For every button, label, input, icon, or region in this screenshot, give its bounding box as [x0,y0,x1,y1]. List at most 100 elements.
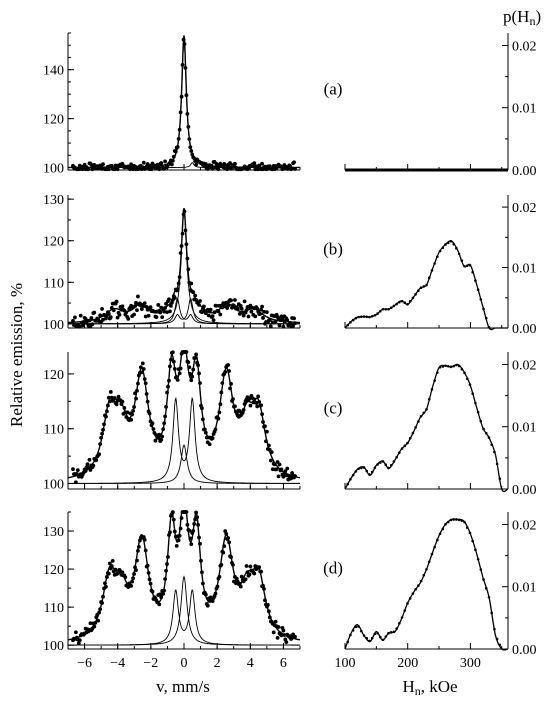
data-point [293,321,297,326]
data-point [187,137,192,142]
distribution-point [381,638,385,642]
data-point [189,378,194,383]
data-point [101,317,105,322]
data-point [254,164,259,169]
data-point [274,467,279,472]
distribution-point [495,462,499,466]
data-point [178,366,183,371]
distribution-point [449,518,453,522]
data-point [140,361,145,366]
data-point [261,583,265,588]
data-point [288,321,293,325]
data-point [165,390,169,395]
data-point [177,533,182,538]
data-point [148,581,153,586]
data-point [157,602,162,607]
distribution-point [452,242,455,246]
data-point [240,310,245,315]
data-point [169,162,174,167]
data-point [193,356,198,360]
spectrum-y-tick-label: 130 [43,525,64,540]
component-central-line [68,444,300,484]
data-point [131,408,135,413]
data-point [189,149,194,153]
distribution-point [376,312,379,315]
distribution-point [387,632,390,635]
data-point [281,324,286,329]
distribution-point [406,303,409,306]
distribution-point [444,364,447,368]
distribution-point [346,482,350,486]
data-point [107,399,112,404]
distribution-point [436,371,439,374]
distribution-y-tick-label: 0.01 [512,102,537,117]
distribution-point [441,365,445,368]
data-point [249,309,254,314]
distribution-point [455,247,458,250]
distribution-point [484,431,488,435]
distribution-point [465,264,469,268]
data-point [128,167,133,172]
data-point [98,313,103,318]
distribution-point [417,584,420,587]
data-point [273,619,278,624]
data-point [160,315,165,320]
data-point [261,316,265,320]
right-x-title-sub: n [415,684,421,698]
distribution-point [354,625,358,629]
distribution-x-tick-label: 300 [460,656,481,671]
data-point [141,367,146,371]
spectrum-panel-b: 100 110 120 130 (b) [43,193,343,333]
data-point [120,304,125,309]
data-point [89,316,94,320]
data-point [193,293,198,298]
data-point [224,300,229,305]
data-point [178,110,183,115]
data-point [115,167,120,172]
data-point [174,543,179,548]
distribution-point [357,315,360,319]
data-point [203,162,208,166]
data-point [293,474,297,478]
distribution-point [468,263,472,267]
spectrum-y-tick-label: 100 [43,318,64,333]
distribution-point [446,241,450,245]
data-point [87,457,92,462]
data-point [145,563,150,568]
data-point [231,562,235,567]
data-point [185,522,190,527]
data-point [216,167,221,172]
distribution-y-tick-label: 0.02 [512,518,537,533]
data-point [100,431,104,436]
distribution-point [471,270,474,274]
data-point [186,124,191,129]
data-point [262,309,266,314]
data-point [78,313,83,318]
data-point [210,166,215,171]
data-point [103,581,107,586]
data-point [199,558,203,563]
right-y-axis-title: p(Hn) [503,7,541,28]
distribution-y-tick-label: 0.01 [512,581,537,596]
data-point [198,381,202,385]
data-point [244,308,249,313]
data-point [192,521,197,526]
distribution-point [484,316,488,320]
data-point [134,568,138,573]
distribution-point [373,632,377,636]
data-point [124,310,129,315]
data-point [182,209,187,214]
data-point [148,305,153,309]
distribution-point [362,315,366,318]
data-point [164,405,168,409]
data-point [94,458,99,462]
distribution-point [403,301,407,305]
distribution-curve [344,518,509,651]
distribution-point [430,388,434,391]
distribution-y-tick-label: 0.02 [512,358,537,373]
data-point [120,399,125,404]
data-point [104,584,108,589]
distribution-point [384,307,388,311]
data-point [152,309,157,314]
data-point [248,403,253,408]
